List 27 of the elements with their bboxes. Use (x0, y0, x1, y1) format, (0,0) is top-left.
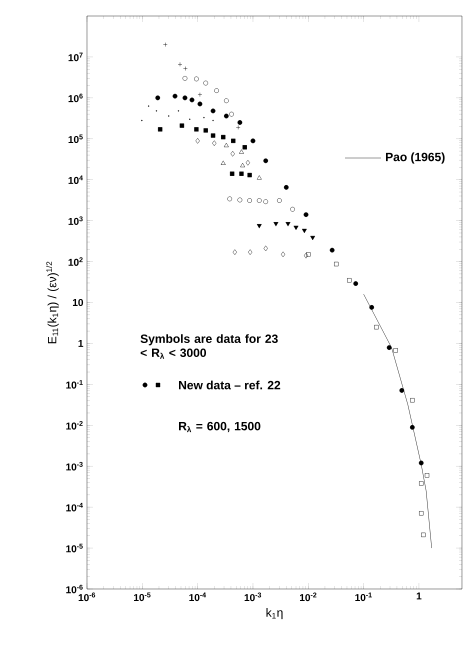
legend-label: New data – ref. 22 (178, 380, 280, 390)
y-tick-label: 10$^{-6}$ (66, 584, 83, 594)
x-tick-label: 10$^{-3}$ (244, 592, 262, 602)
y-tick-label: 10$^{-5}$ (66, 544, 83, 552)
x-tick-label: 10$^{-4}$ (189, 592, 206, 602)
x-axis-title: k$_{1}$η (266, 608, 283, 620)
y-tick-label: 10$^{-1}$ (66, 380, 83, 389)
y-tick-label: 10$^{-4}$ (66, 502, 83, 512)
x-tick-label: 10$^{-2}$ (300, 592, 316, 602)
x-tick-label: 10$^{-5}$ (134, 592, 151, 602)
annotation: R$_{λ}$ = 600, 1500 (178, 422, 260, 432)
y-tick-label: 10$^{3}$ (68, 216, 83, 225)
legend-label: Pao (1965) (386, 152, 445, 164)
x-tick-label: 10$^{-6}$ (78, 592, 96, 602)
y-tick-label: 10$^{4}$ (68, 175, 83, 184)
y-tick-label: 10 (72, 298, 84, 306)
y-tick-label: 10$^{2}$ (68, 257, 83, 266)
x-tick-label: 10$^{-1}$ (355, 592, 372, 602)
y-tick-label: 10$^{-2}$ (66, 420, 83, 430)
annotation: Symbols are data for 23 < R$_{λ}$ < 3000 (140, 334, 278, 359)
y-tick-label: 10$^{5}$ (68, 134, 83, 144)
y-tick-label: 1 (78, 340, 84, 347)
y-tick-label: 10$^{7}$ (68, 52, 83, 62)
y-tick-label: 10$^{6}$ (68, 94, 83, 102)
y-axis-title: E$_{11}$(k$_{1}$η) / (εν)$^{1/2}$ (46, 262, 59, 344)
y-tick-label: 10$^{-3}$ (66, 462, 83, 471)
x-tick-label: 1 (416, 592, 422, 600)
